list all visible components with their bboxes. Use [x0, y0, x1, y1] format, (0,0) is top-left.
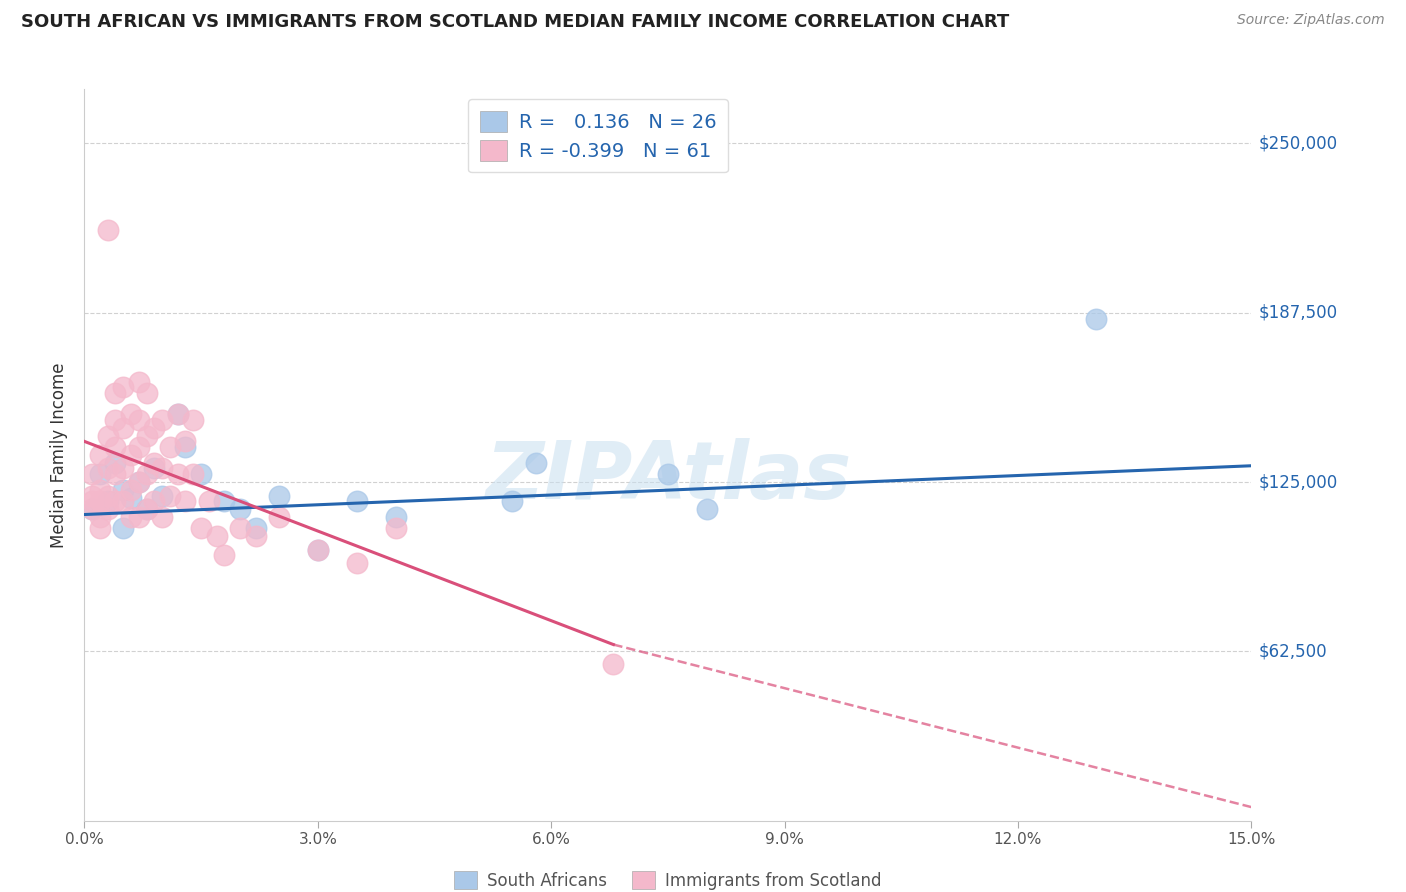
Point — [190, 467, 212, 481]
Point — [166, 467, 188, 481]
Point — [245, 521, 267, 535]
Point — [89, 510, 111, 524]
Point — [112, 521, 135, 535]
Point — [128, 440, 150, 454]
Point — [82, 502, 104, 516]
Point — [150, 489, 173, 503]
Point — [135, 502, 157, 516]
Point — [181, 413, 204, 427]
Point — [190, 521, 212, 535]
Point — [143, 461, 166, 475]
Point — [120, 491, 142, 506]
Point — [166, 407, 188, 421]
Point — [128, 375, 150, 389]
Point — [346, 494, 368, 508]
Text: SOUTH AFRICAN VS IMMIGRANTS FROM SCOTLAND MEDIAN FAMILY INCOME CORRELATION CHART: SOUTH AFRICAN VS IMMIGRANTS FROM SCOTLAN… — [21, 13, 1010, 31]
Point — [104, 494, 127, 508]
Point — [89, 467, 111, 481]
Point — [97, 489, 120, 503]
Point — [112, 494, 135, 508]
Point — [135, 429, 157, 443]
Point — [307, 542, 329, 557]
Point — [267, 510, 290, 524]
Point — [229, 521, 252, 535]
Point — [150, 413, 173, 427]
Point — [97, 223, 120, 237]
Point — [104, 467, 127, 481]
Point — [112, 380, 135, 394]
Point — [198, 494, 221, 508]
Point — [97, 494, 120, 508]
Point — [143, 494, 166, 508]
Point — [602, 657, 624, 671]
Point — [82, 502, 104, 516]
Point — [128, 475, 150, 489]
Point — [135, 385, 157, 400]
Text: $125,000: $125,000 — [1258, 473, 1337, 491]
Text: $62,500: $62,500 — [1258, 642, 1327, 660]
Point — [245, 529, 267, 543]
Point — [143, 456, 166, 470]
Point — [1084, 312, 1107, 326]
Point — [166, 407, 188, 421]
Point — [214, 494, 236, 508]
Point — [112, 461, 135, 475]
Point — [89, 483, 111, 497]
Point — [104, 440, 127, 454]
Point — [89, 494, 111, 508]
Legend: South Africans, Immigrants from Scotland: South Africans, Immigrants from Scotland — [447, 864, 889, 892]
Point — [104, 456, 127, 470]
Point — [82, 489, 104, 503]
Point — [384, 521, 406, 535]
Point — [128, 413, 150, 427]
Point — [89, 448, 111, 462]
Point — [120, 510, 142, 524]
Point — [112, 483, 135, 497]
Point — [696, 502, 718, 516]
Point — [159, 489, 181, 503]
Point — [524, 456, 547, 470]
Point — [120, 483, 142, 497]
Point — [501, 494, 523, 508]
Point — [97, 502, 120, 516]
Point — [174, 494, 197, 508]
Point — [112, 421, 135, 435]
Text: Source: ZipAtlas.com: Source: ZipAtlas.com — [1237, 13, 1385, 28]
Point — [174, 434, 197, 449]
Point — [205, 529, 228, 543]
Point — [174, 440, 197, 454]
Text: $250,000: $250,000 — [1258, 135, 1337, 153]
Point — [346, 556, 368, 570]
Point — [214, 548, 236, 562]
Point — [150, 510, 173, 524]
Point — [97, 461, 120, 475]
Point — [150, 461, 173, 475]
Point — [181, 467, 204, 481]
Point — [82, 467, 104, 481]
Point — [104, 385, 127, 400]
Point — [89, 521, 111, 535]
Point — [143, 421, 166, 435]
Point — [135, 467, 157, 481]
Point — [307, 542, 329, 557]
Point — [128, 510, 150, 524]
Point — [128, 475, 150, 489]
Point — [120, 448, 142, 462]
Point — [657, 467, 679, 481]
Point — [97, 429, 120, 443]
Point — [104, 413, 127, 427]
Point — [229, 502, 252, 516]
Point — [159, 440, 181, 454]
Point — [120, 407, 142, 421]
Y-axis label: Median Family Income: Median Family Income — [51, 362, 69, 548]
Point — [267, 489, 290, 503]
Point — [82, 494, 104, 508]
Text: $187,500: $187,500 — [1258, 303, 1337, 322]
Text: ZIPAtlas: ZIPAtlas — [485, 438, 851, 516]
Point — [135, 502, 157, 516]
Point — [384, 510, 406, 524]
